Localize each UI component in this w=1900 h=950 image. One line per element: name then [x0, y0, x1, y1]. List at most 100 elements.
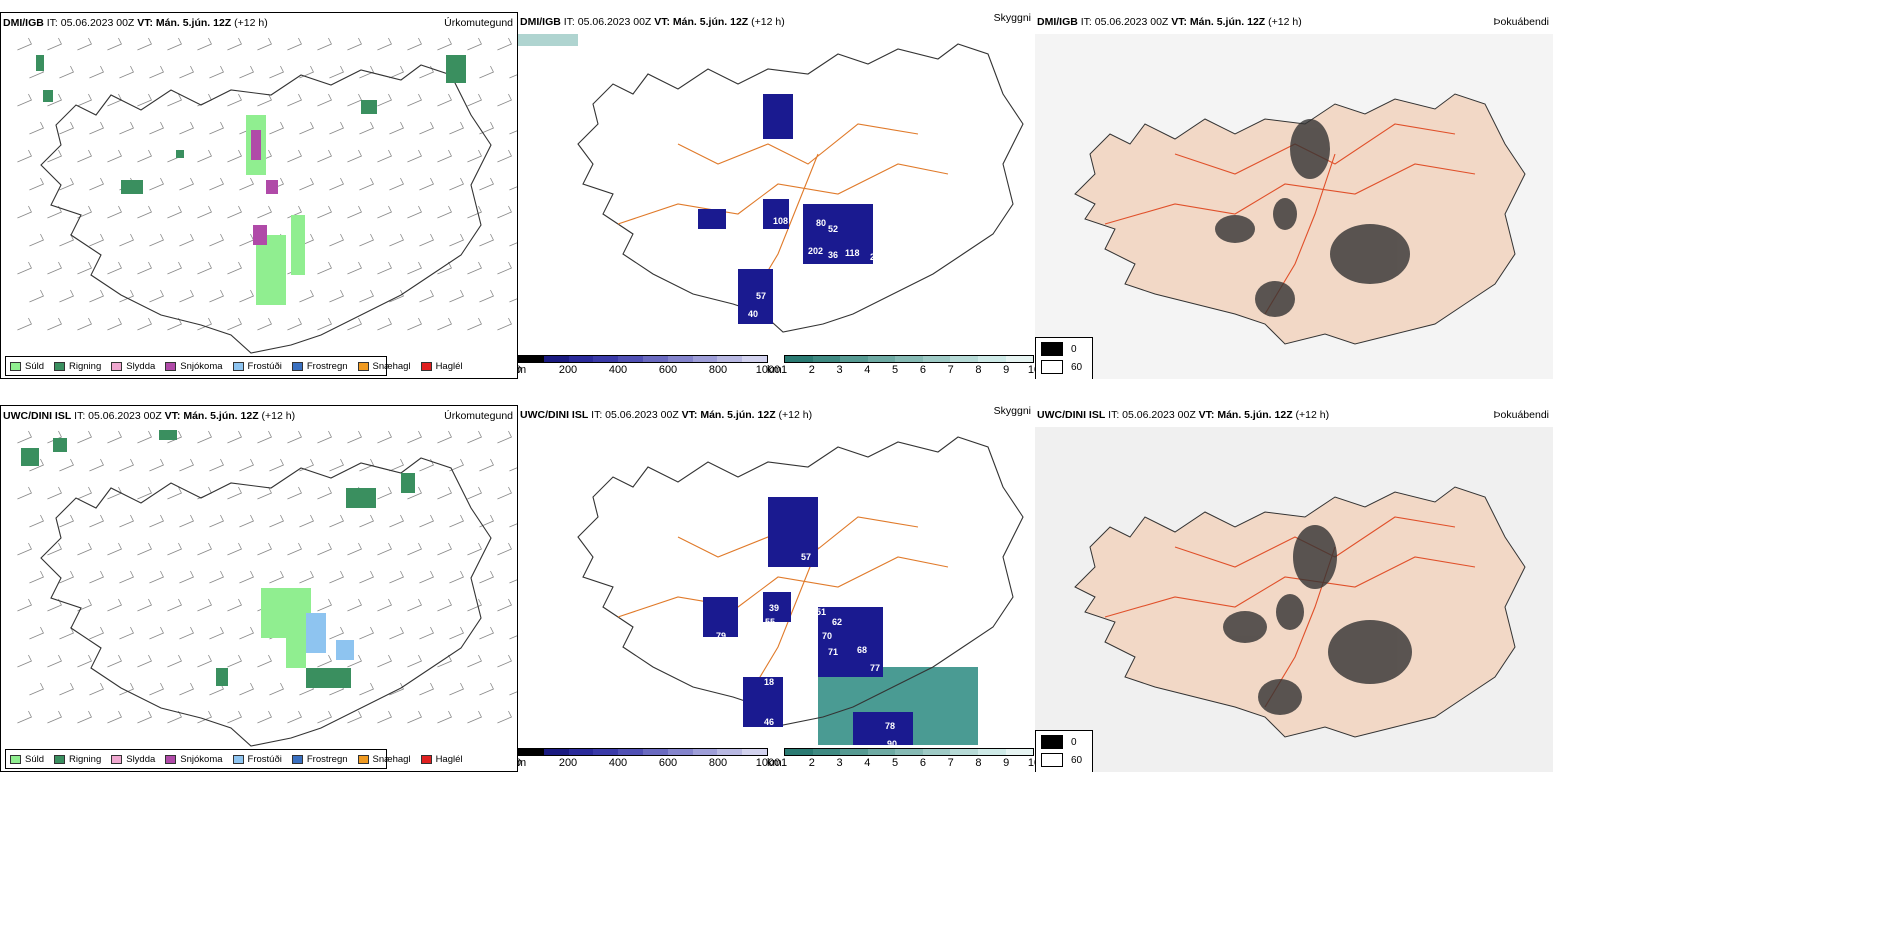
wind-barb	[479, 289, 494, 303]
fog-legend-item: 0	[1041, 735, 1092, 749]
wind-barb	[347, 430, 362, 444]
colorbar-segment	[692, 356, 718, 362]
cloudbase-gradient	[518, 748, 768, 756]
wind-barb	[209, 177, 224, 191]
colorbar-segment	[593, 749, 619, 755]
wind-barb	[497, 430, 512, 444]
wind-barb	[359, 233, 374, 247]
wind-barb	[299, 458, 314, 472]
wind-barb	[377, 654, 392, 668]
wind-barb	[269, 458, 284, 472]
run-info: IT: 05.06.2023 00Z	[591, 409, 679, 421]
wind-barb	[479, 65, 494, 79]
wind-barb	[407, 261, 422, 275]
wind-barb	[137, 598, 152, 612]
wind-barb	[179, 289, 194, 303]
wind-barb	[329, 233, 344, 247]
wind-barb	[179, 682, 194, 696]
wind-barb	[437, 654, 452, 668]
wind-barb	[77, 37, 92, 51]
wind-barb	[449, 289, 464, 303]
wind-barb	[77, 205, 92, 219]
cloud-base-label: 108	[773, 216, 788, 226]
cloud-base-label: 119	[850, 744, 865, 745]
wind-barb	[389, 177, 404, 191]
valid-time: VT: Mán. 5.jún. 12Z	[164, 410, 259, 422]
colorbar-segment	[895, 356, 923, 362]
wind-barb	[209, 626, 224, 640]
precip-panel-bottom: UWC/DINI ISL IT: 05.06.2023 00Z VT: Mán.…	[0, 405, 518, 772]
wind-barb	[47, 149, 62, 163]
wind-barb	[17, 486, 32, 500]
colorbar-segment	[812, 356, 841, 362]
colorbar-tick: 3	[836, 364, 843, 376]
wind-barb	[17, 430, 32, 444]
colorbar-segment	[922, 356, 951, 362]
wind-barb	[479, 177, 494, 191]
colorbar-segment	[1005, 749, 1034, 755]
wind-barb	[29, 514, 44, 528]
wind-barb	[89, 458, 104, 472]
wind-barb	[257, 93, 272, 107]
wind-barb	[179, 121, 194, 135]
wind-barb	[59, 177, 74, 191]
wind-barb	[107, 93, 122, 107]
fog-map	[1035, 34, 1553, 379]
colorbar-segment	[717, 749, 743, 755]
lead-time: (+12 h)	[261, 410, 296, 422]
legend-swatch	[232, 754, 244, 764]
model-label: UWC/DINI ISL	[1037, 409, 1106, 421]
wind-barb	[329, 121, 344, 135]
wind-barb	[329, 626, 344, 640]
wind-barb	[239, 514, 254, 528]
wind-barb	[437, 542, 452, 556]
cloud-base-label: 40	[748, 309, 758, 319]
wind-barb	[167, 205, 182, 219]
wind-barb	[347, 261, 362, 275]
wind-barb	[149, 682, 164, 696]
colorbar-segment	[840, 356, 868, 362]
wind-barb	[257, 37, 272, 51]
colorbar-tick: 5	[892, 757, 899, 769]
wind-barb	[257, 486, 272, 500]
colorbar-segment	[568, 356, 594, 362]
valid-time: VT: Mán. 5.jún. 12Z	[1198, 409, 1293, 421]
panel-title: Þokuábendi	[1493, 16, 1549, 28]
fog-legend-item: 60	[1041, 360, 1092, 374]
wind-barb	[47, 486, 62, 500]
wind-barb	[227, 654, 242, 668]
wind-barb	[377, 430, 392, 444]
legend-swatch	[111, 361, 123, 371]
wind-barb	[59, 626, 74, 640]
legend-item: Snæhagl	[357, 754, 411, 765]
colorbar-segment	[950, 356, 978, 362]
colorbar-segment	[785, 356, 813, 362]
wind-barb	[239, 233, 254, 247]
wind-barb	[119, 121, 134, 135]
colorbar-tick: 1000	[755, 364, 781, 376]
wind-barb	[377, 710, 392, 724]
wind-barb	[137, 486, 152, 500]
wind-barb	[419, 121, 434, 135]
valid-time: VT: Mán. 5.jún. 12Z	[681, 409, 776, 421]
legend-swatch	[291, 754, 303, 764]
colorbar-tick: 0	[518, 757, 521, 769]
wind-barb	[137, 317, 152, 331]
colorbar-tick: 400	[608, 364, 628, 376]
wind-barb	[137, 37, 152, 51]
wind-barb	[467, 261, 482, 275]
wind-barb	[119, 626, 134, 640]
wind-barb	[389, 570, 404, 584]
wind-barb	[167, 261, 182, 275]
wind-barb	[89, 626, 104, 640]
cloud-base-label: 78	[885, 721, 895, 731]
wind-barb	[359, 458, 374, 472]
wind-barb	[47, 317, 62, 331]
wind-barb	[29, 682, 44, 696]
wind-barb	[17, 710, 32, 724]
wind-barb	[197, 710, 212, 724]
wind-barb	[227, 598, 242, 612]
wind-barb	[239, 682, 254, 696]
wind-barb	[77, 654, 92, 668]
colorbar-tick: 10	[1027, 757, 1035, 769]
